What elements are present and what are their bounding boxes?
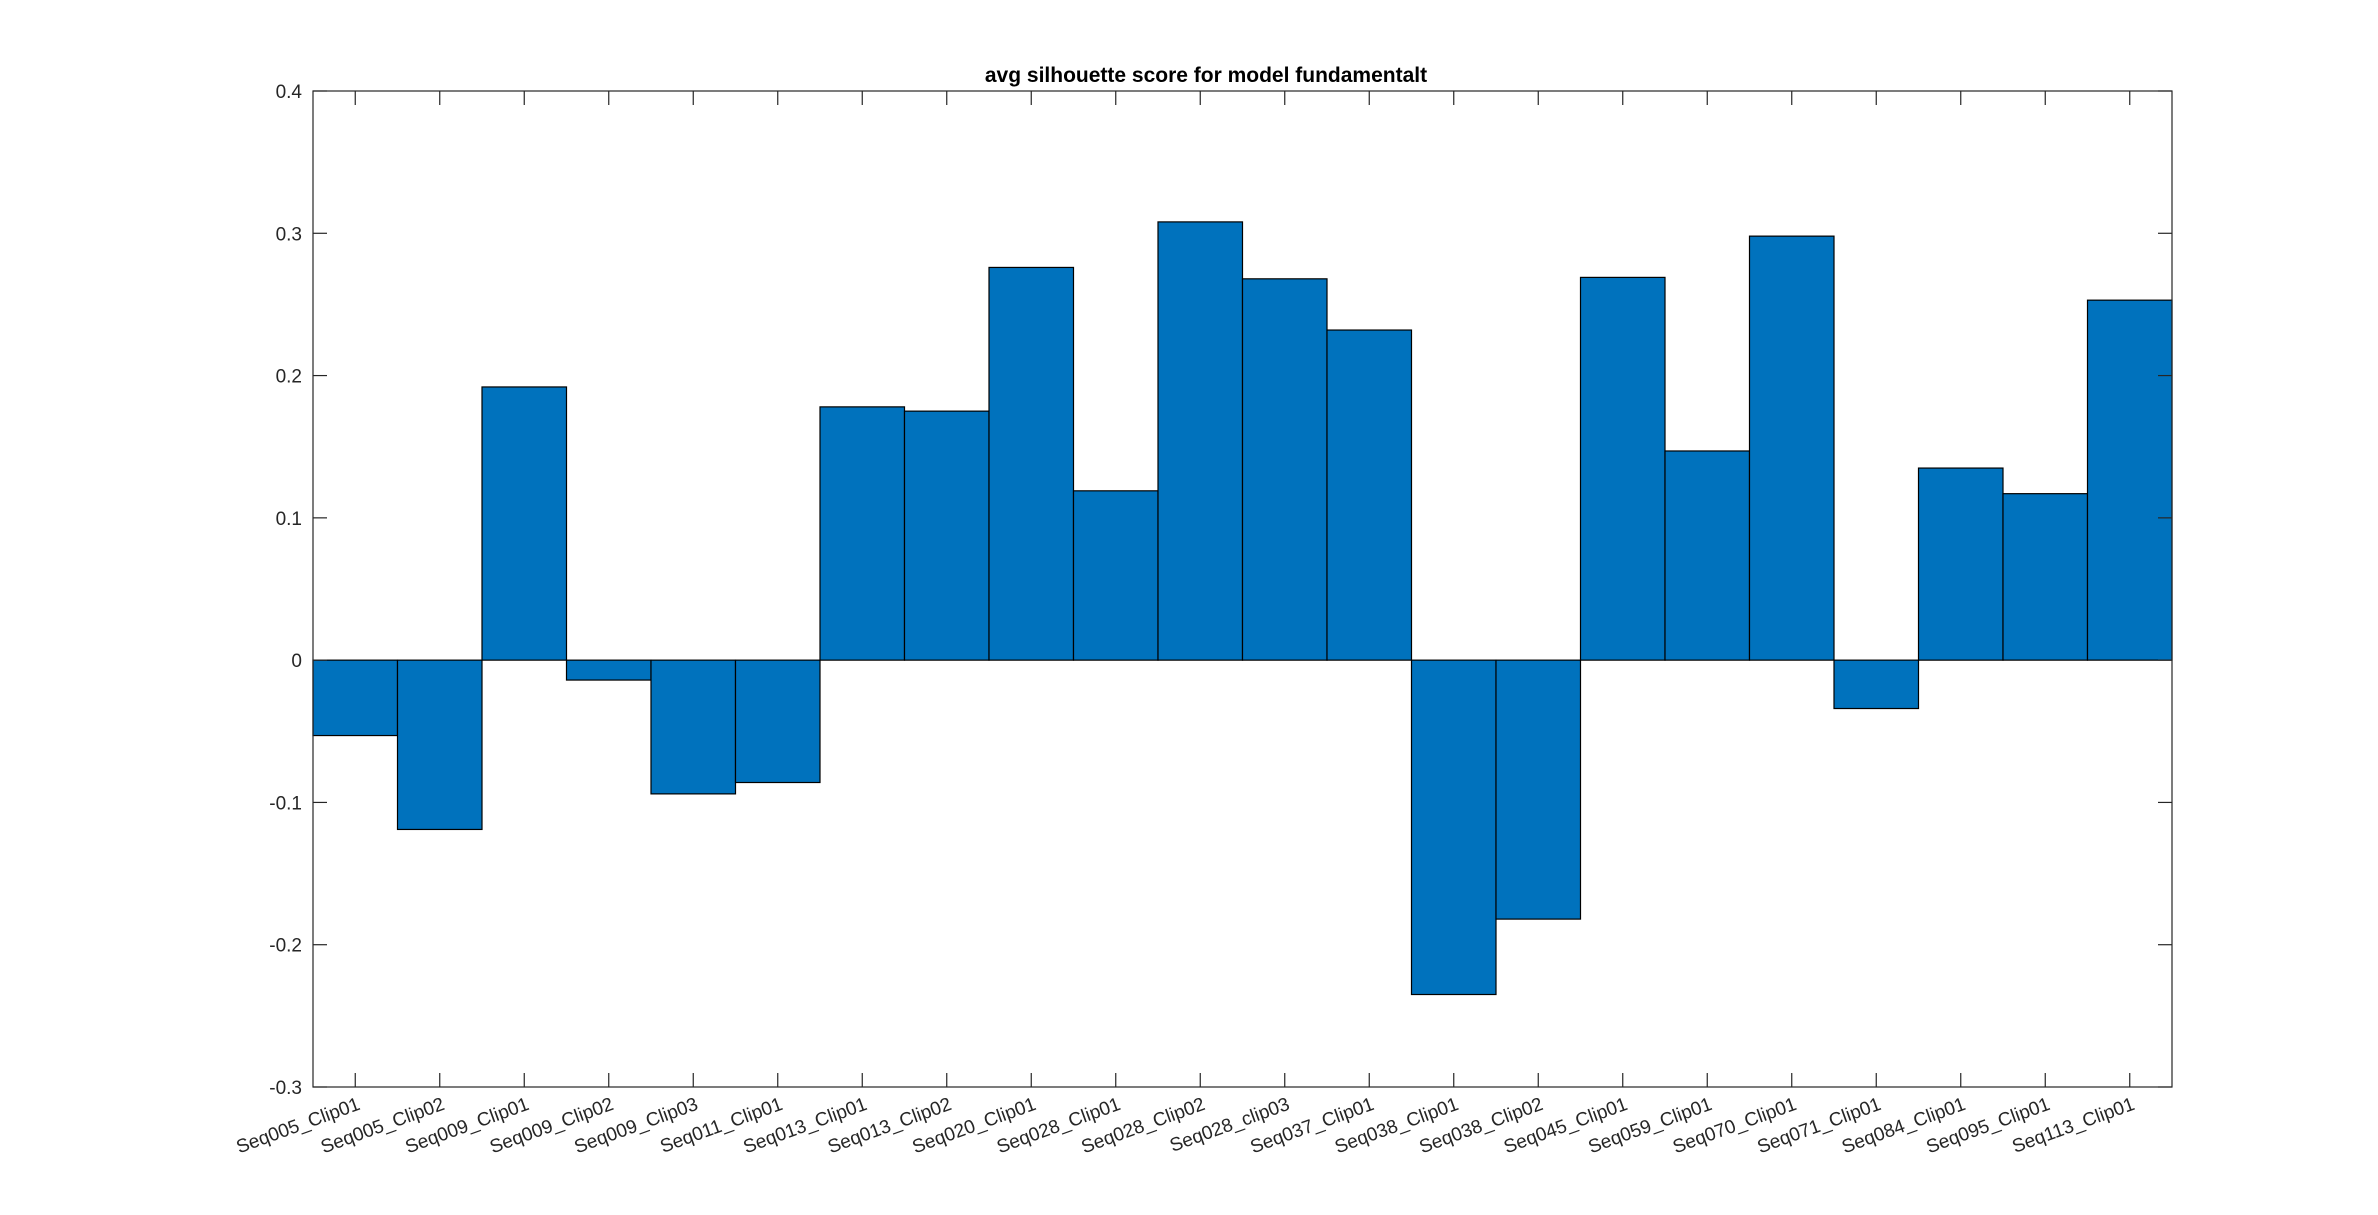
bar-Seq037_Clip01	[1326, 329, 1413, 661]
y-tick-label: 0.4	[276, 82, 303, 103]
bar-Seq038_Clip02	[1495, 659, 1582, 920]
bar-Seq113_Clip01	[2086, 299, 2173, 661]
bar-Seq009_Clip02	[565, 659, 652, 681]
bar-Seq038_Clip01	[1410, 659, 1497, 996]
bar-Seq020_Clip01	[988, 266, 1075, 661]
y-tick-label: -0.2	[269, 936, 302, 957]
bar-Seq070_Clip01	[1748, 235, 1835, 661]
bar-Seq028_Clip01	[1072, 490, 1159, 661]
axes-box	[312, 90, 2173, 1088]
y-tick-label: 0.2	[276, 367, 302, 388]
bar-Seq009_Clip03	[650, 659, 737, 795]
bar-Seq028_Clip02	[1157, 221, 1244, 661]
y-tick-label: -0.3	[269, 1078, 302, 1099]
bar-Seq005_Clip01	[312, 659, 399, 737]
bar-Seq011_Clip01	[734, 659, 821, 784]
bar-Seq095_Clip01	[2002, 493, 2089, 661]
bar-Seq028_clip03	[1241, 278, 1328, 661]
bar-Seq005_Clip02	[396, 659, 483, 831]
y-tick-label: 0	[291, 651, 302, 672]
bar-Seq045_Clip01	[1579, 276, 1666, 661]
bar-Seq013_Clip01	[819, 406, 906, 661]
bar-Seq059_Clip01	[1664, 450, 1751, 661]
bar-Seq084_Clip01	[1917, 467, 2004, 661]
y-tick-label: 0.1	[276, 509, 302, 530]
bars-layer	[312, 221, 2173, 996]
y-tick-label: -0.1	[269, 793, 302, 814]
bar-Seq009_Clip01	[481, 386, 568, 661]
chart-title: avg silhouette score for model fundament…	[985, 64, 1427, 87]
bar-Seq013_Clip02	[903, 410, 990, 661]
bar-Seq071_Clip01	[1833, 659, 1920, 710]
y-tick-label: 0.3	[276, 224, 302, 245]
